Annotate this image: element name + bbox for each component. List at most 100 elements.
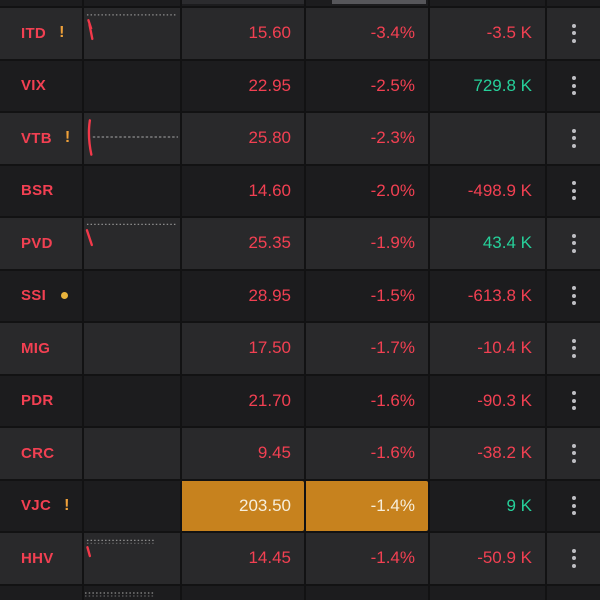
symbol-cell: MIG	[0, 323, 82, 374]
change-percent: -2.5%	[304, 60, 428, 111]
change-percent: -1.6%	[304, 375, 428, 426]
kebab-menu-icon	[571, 128, 576, 148]
sparkline	[82, 480, 180, 531]
row-menu-button[interactable]	[545, 375, 600, 426]
column-divider	[428, 585, 430, 600]
table-row[interactable]: VJC ! 203.50 -1.4% 9 K	[0, 480, 600, 533]
change-percent: -1.4%	[304, 480, 428, 531]
kebab-menu-icon	[571, 23, 576, 43]
sparkline	[82, 218, 180, 269]
column-divider	[304, 0, 306, 6]
change-percent: -1.9%	[304, 218, 428, 269]
volume: -10.4 K	[428, 323, 545, 374]
table-row[interactable]: HHV 14.45 -1.4% -50.9 K	[0, 533, 600, 586]
symbol-cell: HHV	[0, 533, 82, 584]
row-menu-button[interactable]	[545, 113, 600, 164]
ticker-symbol: SSI	[21, 287, 47, 305]
sparkline	[82, 113, 180, 164]
volume: 9 K	[428, 480, 545, 531]
kebab-menu-icon	[571, 443, 576, 463]
row-menu-button[interactable]	[545, 270, 600, 321]
table-row[interactable]: VTB ! 25.80 -2.3%	[0, 113, 600, 166]
symbol-cell: PVD	[0, 218, 82, 269]
change-percent: -2.0%	[304, 165, 428, 216]
kebab-menu-icon	[571, 338, 576, 358]
symbol-cell: SSI	[0, 271, 82, 322]
row-menu-button[interactable]	[545, 480, 600, 531]
last-price: 14.45	[180, 533, 304, 584]
alert-exclamation-icon: !	[64, 129, 71, 147]
sparkline	[82, 165, 180, 216]
partial-row-bottom[interactable]	[0, 585, 600, 600]
price-flash-cell	[180, 0, 304, 4]
ticker-symbol: HHV	[21, 549, 54, 567]
symbol-cell: VJC !	[0, 481, 82, 532]
change-flash-cell	[332, 0, 426, 4]
row-menu-button[interactable]	[545, 428, 600, 479]
volume: 729.8 K	[428, 60, 545, 111]
sparkline	[82, 533, 180, 584]
partial-row-top[interactable]	[0, 0, 600, 8]
ticker-symbol: VIX	[21, 77, 47, 95]
ticker-symbol: BSR	[21, 182, 54, 200]
row-menu-button[interactable]	[545, 533, 600, 584]
table-row[interactable]: CRC 9.45 -1.6% -38.2 K	[0, 428, 600, 481]
sparkline	[82, 428, 180, 479]
last-price: 25.35	[180, 218, 304, 269]
kebab-menu-icon	[571, 76, 576, 96]
sparkline	[82, 375, 180, 426]
change-percent: -1.7%	[304, 323, 428, 374]
sparkline	[85, 591, 155, 597]
change-percent: -1.6%	[304, 428, 428, 479]
column-divider	[545, 585, 547, 600]
ticker-symbol: VJC	[21, 497, 52, 515]
volume	[428, 113, 545, 164]
ticker-symbol: PVD	[21, 234, 53, 252]
sparkline	[82, 323, 180, 374]
table-row[interactable]: BSR 14.60 -2.0% -498.9 K	[0, 165, 600, 218]
column-divider	[304, 585, 306, 600]
change-percent: -3.4%	[304, 8, 428, 59]
volume: -498.9 K	[428, 165, 545, 216]
sparkline	[82, 270, 180, 321]
row-menu-button[interactable]	[545, 323, 600, 374]
kebab-menu-icon	[571, 496, 576, 516]
symbol-cell: ITD !	[0, 8, 82, 59]
table-row[interactable]: ITD ! 15.60 -3.4% -3.5 K	[0, 8, 600, 61]
alert-exclamation-icon: !	[59, 24, 65, 42]
column-divider	[545, 0, 547, 6]
last-price: 203.50	[180, 480, 304, 531]
column-divider	[82, 585, 84, 600]
last-price: 25.80	[180, 113, 304, 164]
volume: -3.5 K	[428, 8, 545, 59]
symbol-cell: CRC	[0, 428, 82, 479]
column-divider	[428, 0, 430, 6]
row-menu-button[interactable]	[545, 8, 600, 59]
ticker-symbol: ITD	[21, 24, 47, 42]
symbol-cell: VTB !	[0, 113, 82, 164]
last-price: 21.70	[180, 375, 304, 426]
row-menu-button[interactable]	[545, 165, 600, 216]
table-row[interactable]: SSI 28.95 -1.5% -613.8 K	[0, 270, 600, 323]
ticker-symbol: CRC	[21, 444, 55, 462]
volume: -613.8 K	[428, 270, 545, 321]
table-row[interactable]: MIG 17.50 -1.7% -10.4 K	[0, 323, 600, 376]
table-row[interactable]: PVD 25.35 -1.9% 43.4 K	[0, 218, 600, 271]
kebab-menu-icon	[571, 548, 576, 568]
kebab-menu-icon	[571, 233, 576, 253]
volume: -50.9 K	[428, 533, 545, 584]
symbol-cell: PDR	[0, 376, 82, 427]
row-menu-button[interactable]	[545, 60, 600, 111]
ticker-symbol: VTB	[21, 129, 52, 147]
table-row[interactable]: VIX 22.95 -2.5% 729.8 K	[0, 60, 600, 113]
column-divider	[82, 0, 84, 6]
column-divider	[180, 585, 182, 600]
ticker-symbol: MIG	[21, 339, 51, 357]
change-percent: -1.5%	[304, 270, 428, 321]
last-price: 17.50	[180, 323, 304, 374]
change-percent: -2.3%	[304, 113, 428, 164]
ticker-symbol: PDR	[21, 392, 54, 410]
row-menu-button[interactable]	[545, 218, 600, 269]
table-row[interactable]: PDR 21.70 -1.6% -90.3 K	[0, 375, 600, 428]
